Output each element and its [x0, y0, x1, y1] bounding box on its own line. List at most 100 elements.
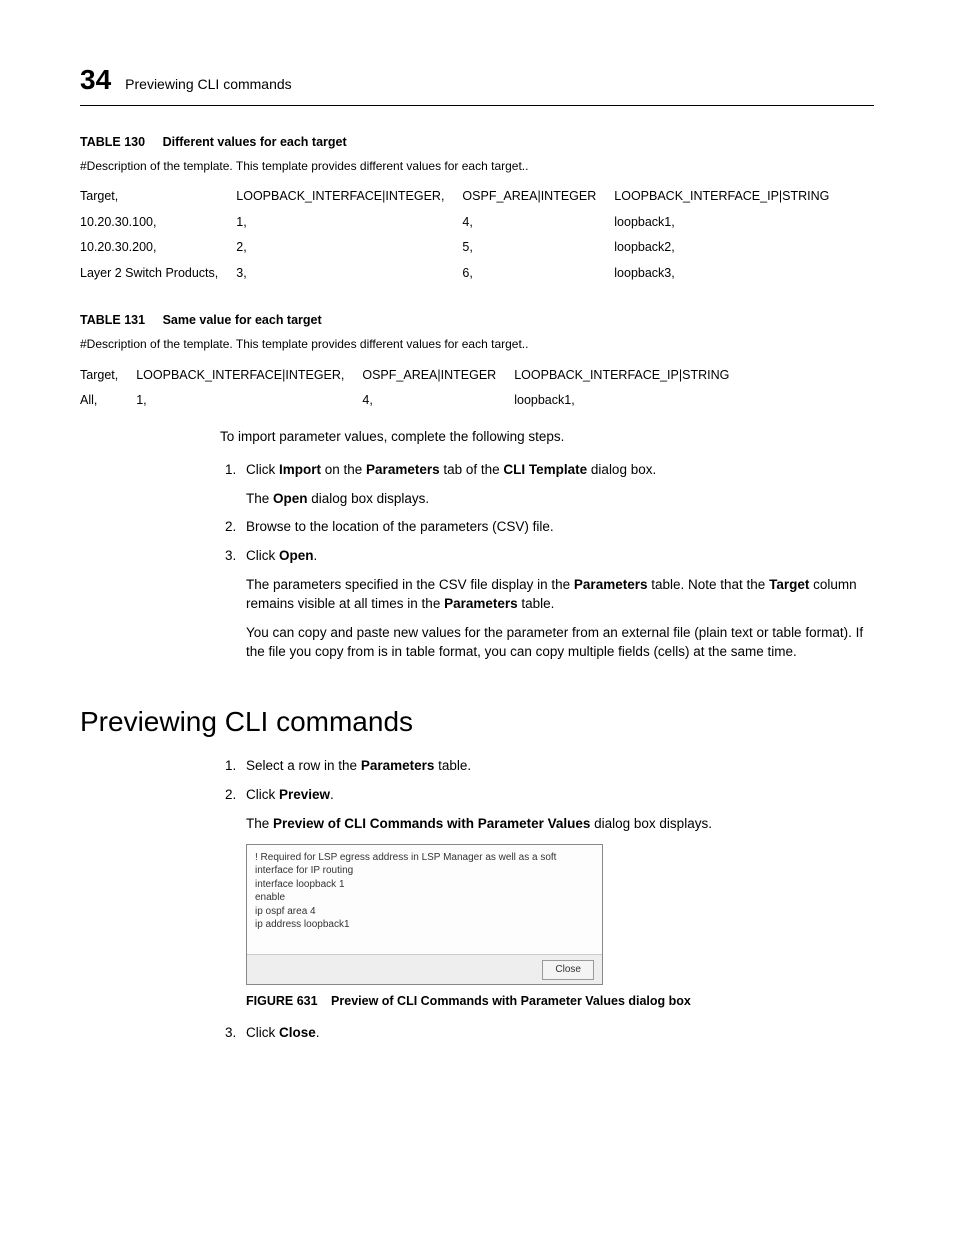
cell: loopback3, [614, 261, 847, 287]
text: Click [246, 548, 279, 563]
text: table. [518, 596, 555, 611]
text: The [246, 491, 273, 506]
text: . [314, 548, 318, 563]
close-button[interactable]: Close [542, 960, 594, 980]
table-title: Different values for each target [163, 135, 347, 149]
dialog-footer: Close [247, 954, 602, 984]
text: on the [321, 462, 366, 477]
text: Click [246, 1025, 279, 1040]
ui-term: Parameters [574, 577, 648, 592]
col-header: LOOPBACK_INTERFACE|INTEGER, [136, 363, 362, 389]
cell: 4, [462, 210, 614, 236]
ui-term: Parameters [366, 462, 440, 477]
code-line: ! Required for LSP egress address in LSP… [255, 851, 594, 878]
step-item: Browse to the location of the parameters… [240, 518, 874, 537]
text: Select a row in the [246, 758, 361, 773]
code-line: ip ospf area 4 [255, 905, 594, 919]
ui-term: CLI Template [503, 462, 587, 477]
sub-paragraph: The Open dialog box displays. [246, 490, 874, 509]
ui-term: Import [279, 462, 321, 477]
cell: 2, [236, 235, 462, 261]
code-line: ip address loopback1 [255, 918, 594, 932]
table-header-row: Target, LOOPBACK_INTERFACE|INTEGER, OSPF… [80, 363, 747, 389]
cell: loopback2, [614, 235, 847, 261]
cell: 1, [136, 388, 362, 414]
ui-term: Open [273, 491, 308, 506]
cell: 10.20.30.100, [80, 210, 236, 236]
table-130: Target, LOOPBACK_INTERFACE|INTEGER, OSPF… [80, 184, 847, 286]
text: tab of the [440, 462, 504, 477]
chapter-number: 34 [80, 60, 111, 99]
cell: All, [80, 388, 136, 414]
import-steps-list: Click Import on the Parameters tab of th… [220, 461, 874, 662]
cell: 1, [236, 210, 462, 236]
table-131-caption: TABLE 131 Same value for each target [80, 312, 874, 330]
text: . [316, 1025, 320, 1040]
col-header: LOOPBACK_INTERFACE|INTEGER, [236, 184, 462, 210]
text: Click [246, 462, 279, 477]
ui-term: Preview of CLI Commands with Parameter V… [273, 816, 590, 831]
dialog-body: ! Required for LSP egress address in LSP… [247, 845, 602, 954]
code-line: enable [255, 891, 594, 905]
text: table. [434, 758, 471, 773]
text: . [330, 787, 334, 802]
col-header: LOOPBACK_INTERFACE_IP|STRING [614, 184, 847, 210]
cell: 5, [462, 235, 614, 261]
cell: loopback1, [514, 388, 747, 414]
cell: Layer 2 Switch Products, [80, 261, 236, 287]
table-label: TABLE 130 [80, 135, 145, 149]
col-header: OSPF_AREA|INTEGER [462, 184, 614, 210]
table-130-caption: TABLE 130 Different values for each targ… [80, 134, 874, 152]
text: The parameters specified in the CSV file… [246, 577, 574, 592]
cell: 3, [236, 261, 462, 287]
code-line: interface loopback 1 [255, 878, 594, 892]
step-item: Select a row in the Parameters table. [240, 757, 874, 776]
ui-term: Close [279, 1025, 316, 1040]
cell: loopback1, [614, 210, 847, 236]
figure-title: Preview of CLI Commands with Parameter V… [331, 994, 691, 1008]
text: Click [246, 787, 279, 802]
step-item: Click Preview. The Preview of CLI Comman… [240, 786, 874, 1010]
table-130-description: #Description of the template. This templ… [80, 158, 874, 175]
ui-term: Target [769, 577, 809, 592]
section-heading: Previewing CLI commands [80, 702, 874, 741]
table-row: 10.20.30.100, 1, 4, loopback1, [80, 210, 847, 236]
ui-term: Parameters [361, 758, 435, 773]
table-row: All, 1, 4, loopback1, [80, 388, 747, 414]
table-131-description: #Description of the template. This templ… [80, 336, 874, 353]
cell: 6, [462, 261, 614, 287]
step-item: Click Open. The parameters specified in … [240, 547, 874, 661]
text: The [246, 816, 273, 831]
ui-term: Parameters [444, 596, 518, 611]
ui-term: Preview [279, 787, 330, 802]
col-header: Target, [80, 184, 236, 210]
table-title: Same value for each target [163, 313, 322, 327]
text: dialog box. [587, 462, 656, 477]
sub-paragraph: You can copy and paste new values for th… [246, 624, 874, 662]
text: table. Note that the [647, 577, 769, 592]
running-header: 34 Previewing CLI commands [80, 60, 874, 106]
table-row: Layer 2 Switch Products, 3, 6, loopback3… [80, 261, 847, 287]
text: dialog box displays. [308, 491, 430, 506]
step-item: Click Import on the Parameters tab of th… [240, 461, 874, 509]
text: dialog box displays. [590, 816, 712, 831]
table-header-row: Target, LOOPBACK_INTERFACE|INTEGER, OSPF… [80, 184, 847, 210]
cell: 4, [362, 388, 514, 414]
cell: 10.20.30.200, [80, 235, 236, 261]
step-item: Click Close. [240, 1024, 874, 1043]
col-header: LOOPBACK_INTERFACE_IP|STRING [514, 363, 747, 389]
intro-paragraph: To import parameter values, complete the… [220, 428, 874, 447]
table-row: 10.20.30.200, 2, 5, loopback2, [80, 235, 847, 261]
sub-paragraph: The Preview of CLI Commands with Paramet… [246, 815, 874, 834]
table-label: TABLE 131 [80, 313, 145, 327]
figure-caption: FIGURE 631 Preview of CLI Commands with … [246, 993, 874, 1011]
preview-steps-list: Select a row in the Parameters table. Cl… [220, 757, 874, 1043]
sub-paragraph: The parameters specified in the CSV file… [246, 576, 874, 614]
ui-term: Open [279, 548, 314, 563]
col-header: OSPF_AREA|INTEGER [362, 363, 514, 389]
figure-label: FIGURE 631 [246, 994, 318, 1008]
preview-dialog-figure: ! Required for LSP egress address in LSP… [246, 844, 603, 985]
table-131: Target, LOOPBACK_INTERFACE|INTEGER, OSPF… [80, 363, 747, 414]
col-header: Target, [80, 363, 136, 389]
running-title: Previewing CLI commands [125, 75, 292, 95]
